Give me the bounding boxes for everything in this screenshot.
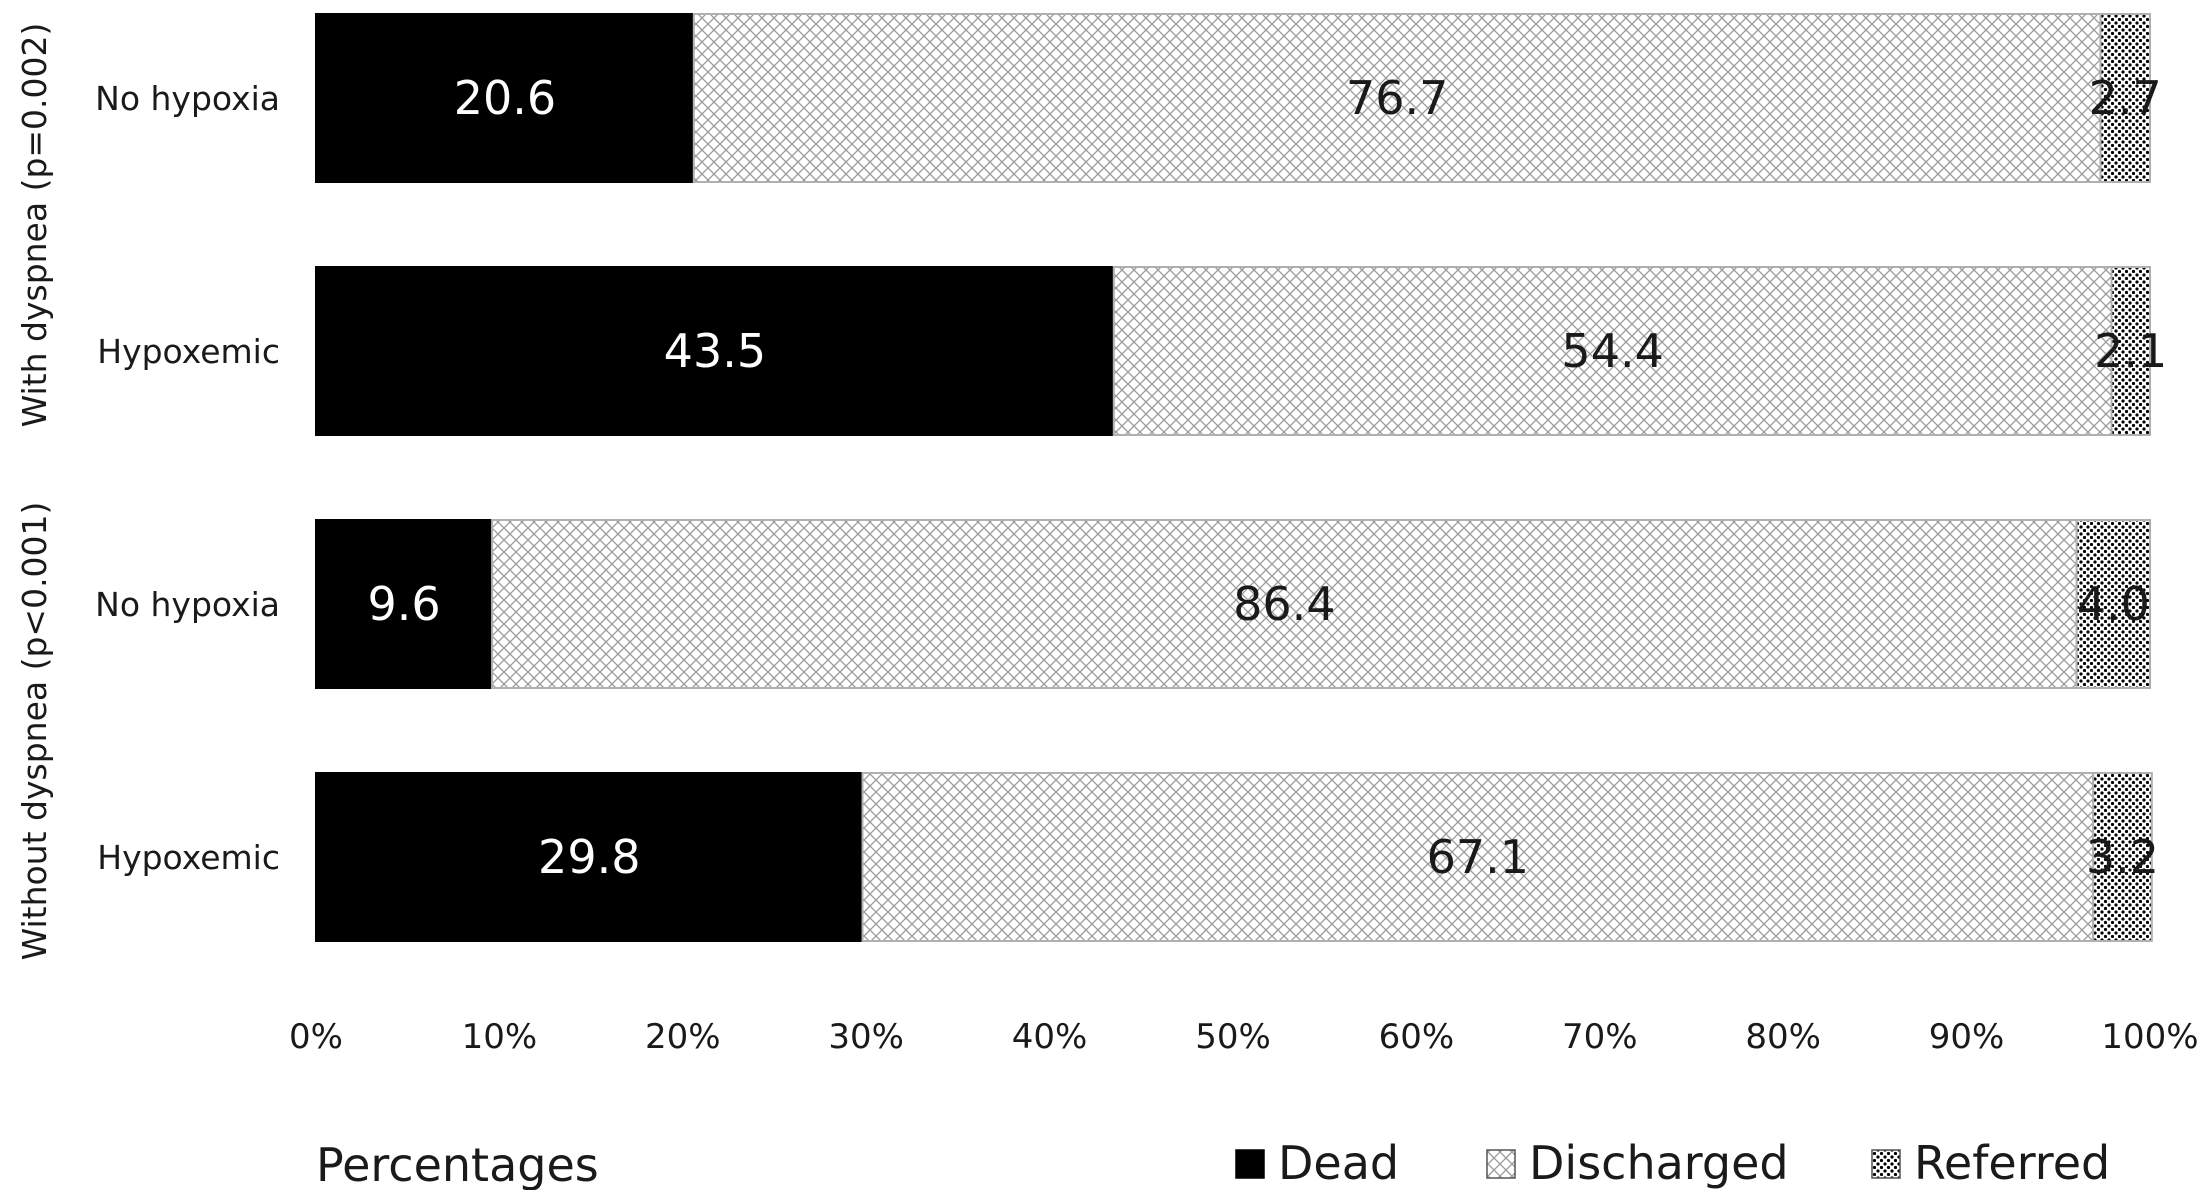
legend-swatch-dead [1235,1149,1265,1179]
data-label-discharged-row-2: 54.4 [1561,324,1663,378]
category-label-row-3: No hypoxia [95,585,280,624]
bar-referred-row-4 [2092,772,2153,942]
x-tick-label-4: 40% [1012,1017,1088,1057]
legend-swatch-referred [1871,1149,1901,1179]
bar-referred-row-3 [2075,519,2151,689]
category-label-row-1: No hypoxia [95,79,280,118]
bar-dead-row-3 [315,519,494,689]
x-tick-label-1: 10% [462,1017,538,1057]
x-tick-label-3: 30% [828,1017,904,1057]
group-labels: With dyspnea (p=0.002) Without dyspnea (p… [15,23,54,961]
data-label-dead-row-3: 9.6 [367,577,440,631]
x-tick-label-7: 70% [1562,1017,1638,1057]
data-label-dead-row-4: 29.8 [538,830,640,884]
x-axis-title: Percentages [316,1138,599,1190]
data-labels-layer: 20.6 76.7 2.7 43.5 54.4 2.1 9.6 86.4 4.0 29.8 67.1… [367,71,2167,884]
data-label-discharged-row-3: 86.4 [1233,577,1335,631]
bar-dead-row-2 [315,266,1115,436]
bar-dead-row-4 [315,772,864,942]
data-label-dead-row-1: 20.6 [454,71,556,125]
bar-discharged-row-3 [491,519,2078,689]
x-tick-label-9: 90% [1929,1017,2005,1057]
x-tick-label-0: 0% [289,1017,343,1057]
data-label-referred-row-4: 3.2 [2086,830,2159,884]
x-tick-label-2: 20% [645,1017,721,1057]
group-label-1: With dyspnea (p=0.002) [15,23,54,428]
bar-discharged-row-1 [692,13,2102,183]
x-tick-label-5: 50% [1195,1017,1271,1057]
bar-dead-row-1 [315,13,695,183]
data-label-discharged-row-1: 76.7 [1346,71,1448,125]
legend: Dead Discharged Referred [1235,1136,2110,1190]
bars-layer [315,13,2153,942]
legend-label-discharged: Discharged [1529,1136,1789,1190]
group-label-2: Without dyspnea (p<0.001) [15,502,54,961]
data-label-referred-row-1: 2.7 [2089,71,2162,125]
bar-discharged-row-2 [1112,266,2113,436]
category-labels: No hypoxia Hypoxemic No hypoxia Hypoxemic [95,79,280,877]
data-label-referred-row-3: 4.0 [2077,577,2150,631]
x-axis: 0% 10% 20% 30% 40% 50% 60% 70% 80% 90% 100% [289,1017,2199,1057]
category-label-row-2: Hypoxemic [97,332,280,371]
bar-referred-row-1 [2099,13,2151,183]
data-label-dead-row-2: 43.5 [664,324,766,378]
data-label-discharged-row-4: 67.1 [1427,830,1529,884]
data-label-referred-row-2: 2.1 [2094,324,2167,378]
x-tick-label-10: 100% [2101,1017,2198,1057]
legend-label-referred: Referred [1914,1136,2110,1190]
category-label-row-4: Hypoxemic [97,838,280,877]
bar-referred-row-2 [2110,266,2152,436]
x-tick-label-6: 60% [1379,1017,1455,1057]
legend-swatch-discharged [1486,1149,1516,1179]
x-tick-label-8: 80% [1745,1017,1821,1057]
legend-label-dead: Dead [1278,1136,1399,1190]
